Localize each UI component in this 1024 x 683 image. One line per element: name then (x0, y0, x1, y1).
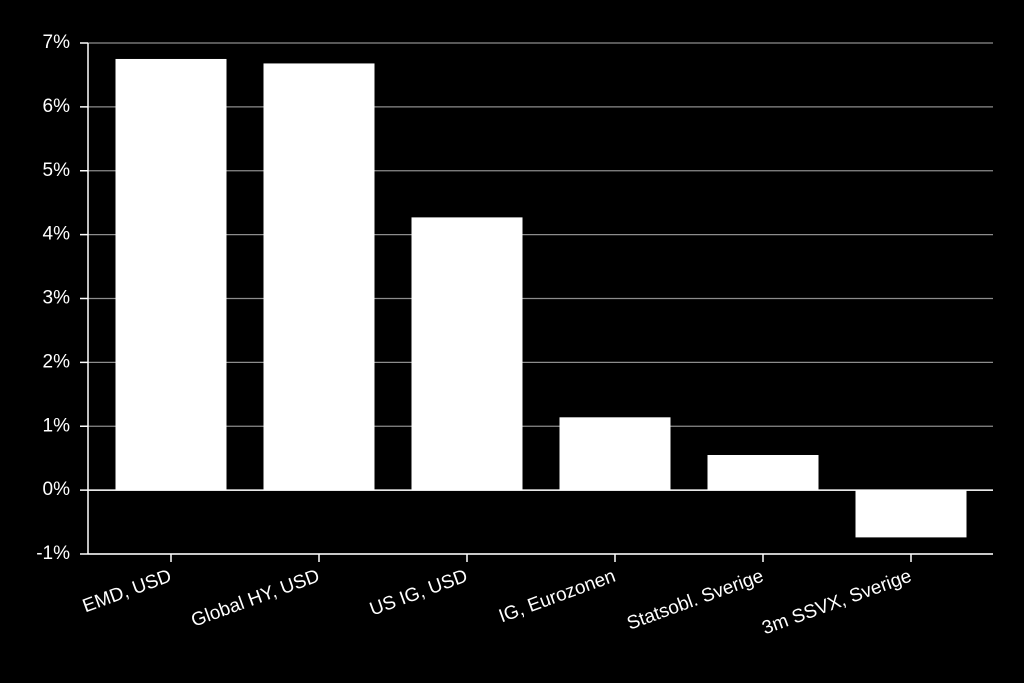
y-tick-label: 4% (43, 224, 71, 245)
x-tick-label: US IG, USD (367, 566, 470, 621)
y-tick-label: 0% (43, 479, 71, 500)
y-tick-label: 3% (43, 288, 71, 309)
x-tick-label: IG, Eurozonen (496, 566, 618, 628)
bar (411, 217, 523, 491)
y-tick-label: 2% (43, 351, 71, 372)
x-tick-label: EMD, USD (80, 566, 174, 618)
y-tick-label: 1% (43, 415, 71, 436)
bar (707, 454, 819, 491)
bar (115, 58, 227, 491)
y-tick-label: 7% (43, 32, 71, 53)
x-tick-label: Global HY, USD (189, 566, 323, 632)
bar (559, 417, 671, 491)
y-tick-label: -1% (36, 543, 70, 564)
x-tick-label: Statsobl. Sverige (624, 566, 766, 635)
bar (855, 490, 967, 538)
y-tick-label: 5% (43, 160, 71, 181)
x-tick-label: 3m SSVX, Sverige (759, 566, 914, 640)
bar (263, 63, 375, 491)
y-tick-label: 6% (43, 96, 71, 117)
